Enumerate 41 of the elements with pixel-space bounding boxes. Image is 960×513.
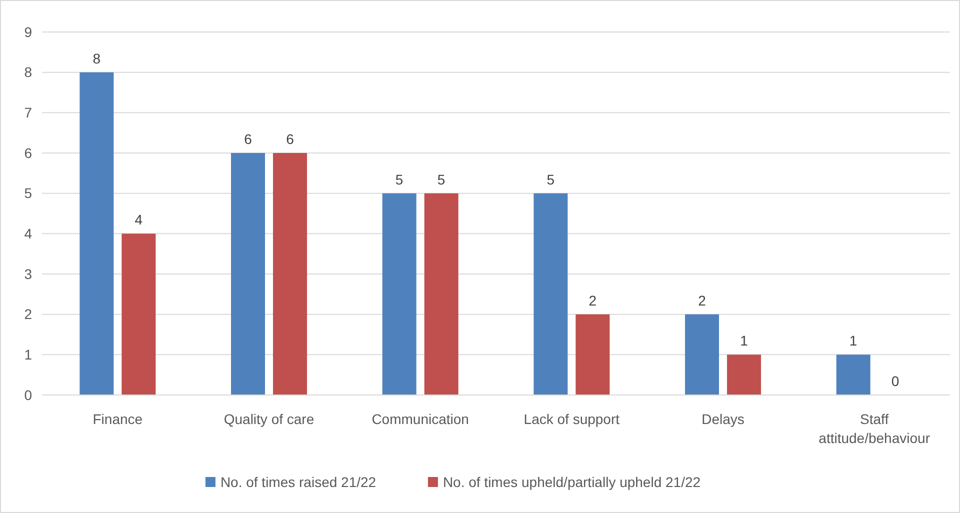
bar bbox=[424, 193, 458, 395]
data-label: 2 bbox=[588, 292, 597, 308]
y-tick-label: 2 bbox=[24, 306, 32, 322]
bar bbox=[122, 234, 156, 395]
data-label: 6 bbox=[244, 131, 252, 147]
x-tick-label: Communication bbox=[372, 411, 469, 427]
data-label: 5 bbox=[546, 171, 555, 188]
bar bbox=[382, 193, 416, 395]
x-tick-label: Lack of support bbox=[524, 411, 620, 427]
y-tick-label: 3 bbox=[24, 266, 32, 282]
legend-label: No. of times upheld/partially upheld 21/22 bbox=[442, 474, 701, 490]
bar bbox=[80, 72, 114, 395]
bar bbox=[231, 153, 265, 395]
y-tick-label: 9 bbox=[24, 24, 32, 40]
data-label: 5 bbox=[395, 171, 404, 188]
data-label: 5 bbox=[437, 171, 446, 188]
bar bbox=[534, 193, 568, 395]
y-tick-label: 6 bbox=[24, 144, 32, 161]
data-label: 1 bbox=[740, 332, 748, 349]
bar bbox=[685, 314, 719, 395]
bar bbox=[836, 354, 870, 395]
x-tick-label: Staff attitude/behaviour bbox=[818, 411, 930, 446]
x-tick-label: Finance bbox=[92, 411, 143, 427]
y-tick-label: 5 bbox=[24, 185, 32, 202]
data-label: 0 bbox=[891, 373, 900, 389]
y-tick-label: 7 bbox=[24, 104, 32, 121]
data-label: 4 bbox=[134, 212, 143, 228]
bar bbox=[727, 354, 761, 395]
y-tick-label: 0 bbox=[24, 386, 32, 403]
y-tick-label: 4 bbox=[24, 226, 32, 242]
bar bbox=[273, 153, 307, 395]
data-label: 6 bbox=[286, 131, 294, 147]
data-label: 1 bbox=[849, 332, 858, 349]
legend-label: No. of times raised 21/22 bbox=[220, 474, 376, 490]
bar bbox=[576, 314, 610, 395]
data-label: 2 bbox=[698, 292, 706, 308]
x-tick-label: Quality of care bbox=[224, 411, 314, 427]
x-tick-label: Delays bbox=[702, 411, 744, 427]
y-tick-label: 8 bbox=[24, 64, 32, 80]
data-label: 8 bbox=[92, 50, 101, 66]
y-tick-label: 1 bbox=[24, 346, 32, 363]
